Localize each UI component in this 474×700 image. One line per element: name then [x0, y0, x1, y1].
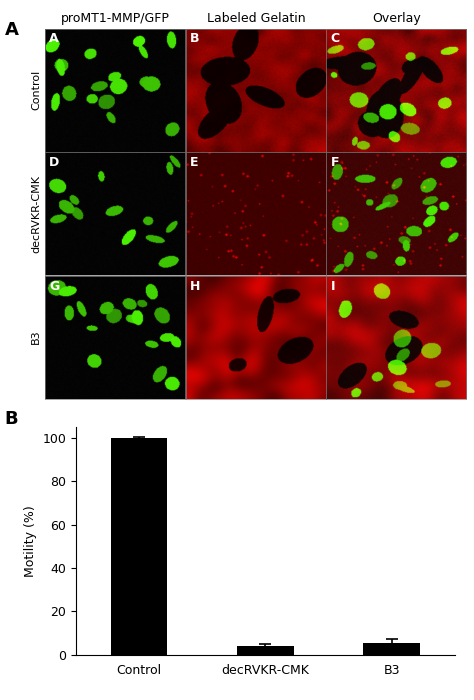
- Bar: [364, 643, 420, 654]
- Y-axis label: Motility (%): Motility (%): [24, 505, 36, 577]
- Text: Control: Control: [31, 70, 41, 110]
- Text: H: H: [190, 280, 200, 293]
- Text: D: D: [49, 156, 59, 169]
- Text: Overlay: Overlay: [372, 12, 421, 25]
- Text: decRVKR-CMK: decRVKR-CMK: [31, 174, 41, 253]
- Bar: [110, 438, 167, 654]
- Text: E: E: [190, 156, 198, 169]
- Text: proMT1-MMP/GFP: proMT1-MMP/GFP: [61, 12, 170, 25]
- Text: B: B: [190, 32, 200, 46]
- Text: I: I: [330, 280, 335, 293]
- Text: A: A: [5, 21, 18, 39]
- Text: A: A: [49, 32, 59, 46]
- Text: C: C: [330, 32, 339, 46]
- Bar: [237, 646, 294, 654]
- Text: Labeled Gelatin: Labeled Gelatin: [207, 12, 305, 25]
- Text: F: F: [330, 156, 339, 169]
- Text: B3: B3: [31, 330, 41, 344]
- Text: G: G: [49, 280, 59, 293]
- Text: B: B: [5, 410, 18, 428]
